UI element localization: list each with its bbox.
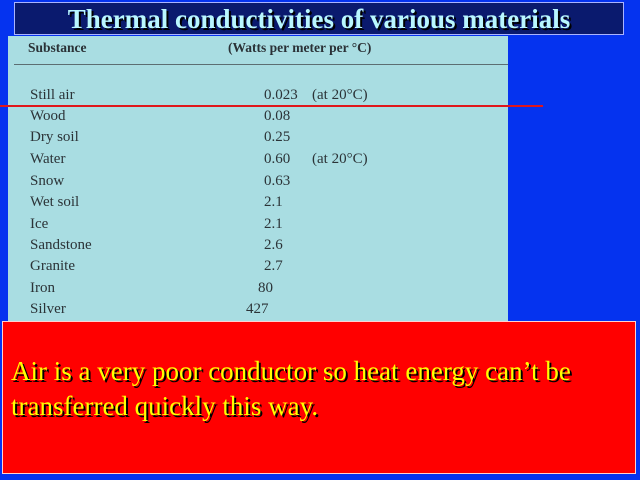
substance-cell: Dry soil — [30, 129, 79, 145]
table-row: Wet soil 2.1 — [8, 194, 508, 215]
slide-title: Thermal conductivities of various materi… — [67, 4, 571, 34]
table-row: Iron 80 — [8, 280, 508, 301]
substance-cell: Iron — [30, 280, 55, 296]
table-row: Ice 2.1 — [8, 216, 508, 237]
conductivity-value-cell: 0.63 — [264, 173, 291, 189]
column-header-substance: Substance — [28, 40, 87, 55]
column-header-units: (Watts per meter per °C) — [228, 40, 372, 55]
table-row: Water 0.60 (at 20°C) — [8, 151, 508, 172]
conductivity-table: Substance (Watts per meter per °C) Still… — [8, 36, 508, 326]
title-bar: Thermal conductivities of various materi… — [14, 2, 624, 35]
conductivity-value-cell: 427 — [246, 301, 269, 317]
header-divider — [14, 64, 508, 65]
conductivity-value-cell: 0.60 — [264, 151, 291, 167]
conductivity-value-cell: 2.7 — [264, 258, 283, 274]
conductivity-value-cell: 80 — [258, 280, 273, 296]
conductivity-value-cell: 0.25 — [264, 129, 291, 145]
conductivity-value-cell: 2.1 — [264, 216, 283, 232]
substance-cell: Ice — [30, 216, 49, 232]
substance-cell: Wet soil — [30, 194, 80, 210]
conductivity-value-cell: 2.6 — [264, 237, 283, 253]
caption-text: Air is a very poor conductor so heat ene… — [11, 356, 571, 421]
substance-cell: Snow — [30, 173, 65, 189]
caption-box: Air is a very poor conductor so heat ene… — [2, 321, 636, 474]
table-row: Wood 0.08 — [8, 108, 508, 129]
substance-cell: Sandstone — [30, 237, 92, 253]
table-row: Granite 2.7 — [8, 258, 508, 279]
conductivity-value-cell: 0.08 — [264, 108, 291, 124]
conductivity-value-cell: 2.1 — [264, 194, 283, 210]
table-row: Snow 0.63 — [8, 173, 508, 194]
substance-cell: Water — [30, 151, 66, 167]
table-row: Silver 427 — [8, 301, 508, 322]
conductivity-value-cell: 0.023 — [264, 87, 298, 103]
substance-cell: Wood — [30, 108, 66, 124]
substance-cell: Granite — [30, 258, 75, 274]
highlight-line — [0, 105, 543, 107]
table-row: Still air 0.023 (at 20°C) — [8, 87, 508, 108]
temperature-note-cell: (at 20°C) — [312, 87, 368, 103]
table-row: Dry soil 0.25 — [8, 129, 508, 150]
substance-cell: Silver — [30, 301, 66, 317]
table-row: Sandstone 2.6 — [8, 237, 508, 258]
substance-cell: Still air — [30, 87, 75, 103]
temperature-note-cell: (at 20°C) — [312, 151, 368, 167]
